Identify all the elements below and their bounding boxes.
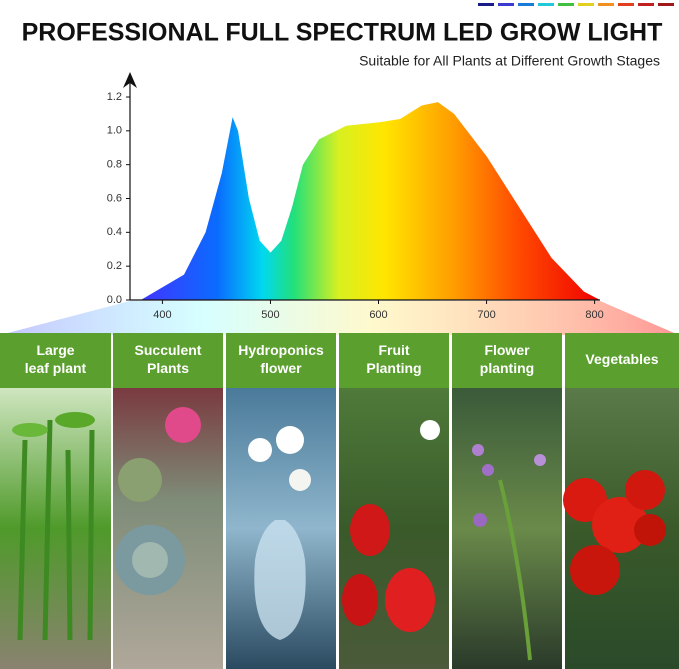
- panel-label: planting: [480, 360, 534, 376]
- y-tick-label: 0.8: [107, 159, 122, 171]
- chart-subtitle: Suitable for All Plants at Different Gro…: [359, 53, 660, 69]
- plot: 0.0 0.2 0.4 0.6 0.8 1.0 1.2 400 500 600 700 800: [107, 72, 604, 321]
- y-tick-label: 0.2: [107, 260, 122, 272]
- y-tick-label: 0.0: [107, 294, 122, 306]
- panel-label: Flower: [484, 342, 530, 358]
- photo: [452, 388, 562, 669]
- panel-label: Succulent: [135, 342, 202, 358]
- panel-label-box: [565, 333, 679, 388]
- chart-title: PROFESSIONAL FULL SPECTRUM LED GROW LIGH…: [22, 19, 663, 47]
- panel-label: Plants: [147, 360, 189, 376]
- x-tick-label: 600: [369, 309, 387, 321]
- panel-label-box: [113, 333, 223, 388]
- spectrum-fan: [0, 301, 679, 335]
- panel-label: Large: [36, 342, 74, 358]
- x-tick-label: 700: [477, 309, 495, 321]
- panel-label: Fruit: [378, 342, 409, 358]
- y-tick-label: 1.0: [107, 125, 122, 137]
- spectrum-area: [140, 102, 601, 300]
- panel-label: leaf plant: [25, 360, 87, 376]
- panel-label-box: [339, 333, 449, 388]
- x-tick-label: 400: [153, 309, 171, 321]
- panel-label-box: [226, 333, 336, 388]
- y-tick-label: 0.4: [107, 226, 122, 238]
- photo-details: [12, 407, 666, 661]
- panels: Large leaf plant Succulent Plants Hydroponic…: [0, 333, 679, 669]
- panel-label: Planting: [366, 360, 421, 376]
- color-swatches: [478, 3, 674, 6]
- x-tick-label: 800: [585, 309, 603, 321]
- panel-label-box: [0, 333, 111, 388]
- y-tick-label: 1.2: [107, 91, 122, 103]
- panel-label: Hydroponics: [238, 342, 324, 358]
- panel-label: Vegetables: [585, 351, 658, 367]
- y-axis-arrow: [123, 72, 137, 88]
- panel-label-box: [452, 333, 562, 388]
- y-tick-label: 0.6: [107, 192, 122, 204]
- panel-label: flower: [260, 360, 302, 376]
- x-tick-label: 500: [261, 309, 279, 321]
